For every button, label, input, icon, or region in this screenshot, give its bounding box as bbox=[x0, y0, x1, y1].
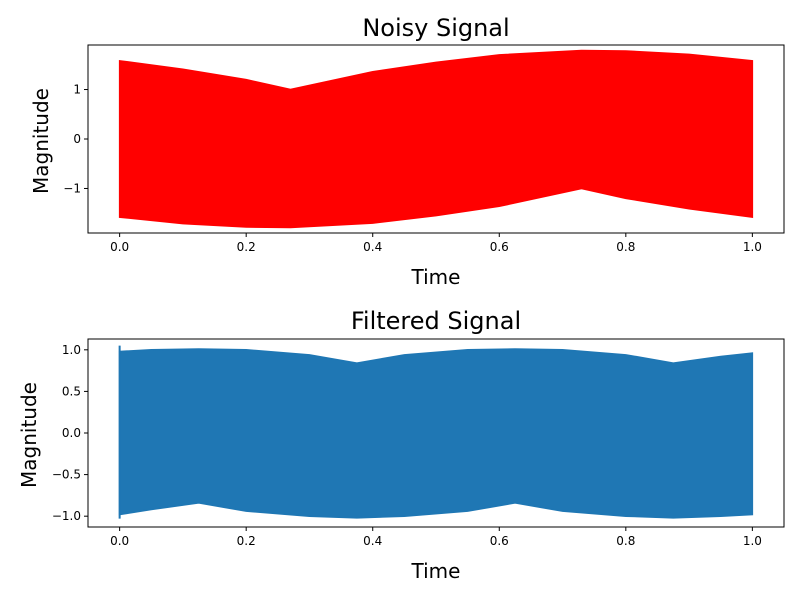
noisy-signal-xtick-label: 1.0 bbox=[743, 240, 762, 254]
filtered-signal-xtick-label: 1.0 bbox=[743, 534, 762, 548]
noisy-signal-xtick-label: 0.8 bbox=[616, 240, 635, 254]
filtered-signal-ytick-label: 0.0 bbox=[62, 426, 81, 440]
filtered-signal-xtick-label: 0.4 bbox=[363, 534, 382, 548]
filtered-signal-subplot: Filtered Signal 0.0 0.2 0.4 0.6 0.8 1.0 1.0 0.5… bbox=[17, 307, 785, 583]
noisy-signal-title: Noisy Signal bbox=[362, 14, 509, 42]
noisy-signal-ytick-label: 1 bbox=[73, 83, 81, 97]
filtered-signal-xtick-label: 0.8 bbox=[616, 534, 635, 548]
filtered-signal-xlabel: Time bbox=[411, 559, 461, 583]
noisy-signal-plot-area: 0.0 0.2 0.4 0.6 0.8 1.0 1 0 −1 bbox=[63, 44, 785, 254]
filtered-signal-ytick-label: −0.5 bbox=[52, 468, 81, 482]
noisy-signal-xlabel: Time bbox=[411, 265, 461, 289]
filtered-signal-xtick-label: 0.0 bbox=[110, 534, 129, 548]
filtered-signal-xtick-label: 0.6 bbox=[490, 534, 509, 548]
noisy-signal-xtick-label: 0.0 bbox=[110, 240, 129, 254]
filtered-signal-xtick-label: 0.2 bbox=[237, 534, 256, 548]
noisy-signal-xtick-label: 0.4 bbox=[363, 240, 382, 254]
noisy-signal-subplot: Noisy Signal 0.0 0.2 0.4 0.6 0.8 1.0 1 0 −1 Time… bbox=[29, 14, 785, 289]
noisy-signal-xtick-label: 0.6 bbox=[490, 240, 509, 254]
noisy-signal-series-envelope bbox=[118, 49, 754, 229]
filtered-signal-ylabel: Magnitude bbox=[17, 382, 41, 488]
noisy-signal-ytick-label: −1 bbox=[63, 181, 81, 195]
filtered-signal-series-envelope bbox=[118, 348, 754, 519]
filtered-signal-ytick-label: 1.0 bbox=[62, 343, 81, 357]
filtered-signal-plot-area: 0.0 0.2 0.4 0.6 0.8 1.0 1.0 0.5 0.0 −0.5 −1.0 bbox=[52, 338, 785, 548]
noisy-signal-ylabel: Magnitude bbox=[29, 88, 53, 194]
filtered-signal-ytick-label: −1.0 bbox=[52, 509, 81, 523]
filtered-signal-title: Filtered Signal bbox=[351, 307, 521, 335]
filtered-signal-ytick-label: 0.5 bbox=[62, 384, 81, 398]
noisy-signal-xtick-label: 0.2 bbox=[237, 240, 256, 254]
noisy-signal-ytick-label: 0 bbox=[73, 132, 81, 146]
